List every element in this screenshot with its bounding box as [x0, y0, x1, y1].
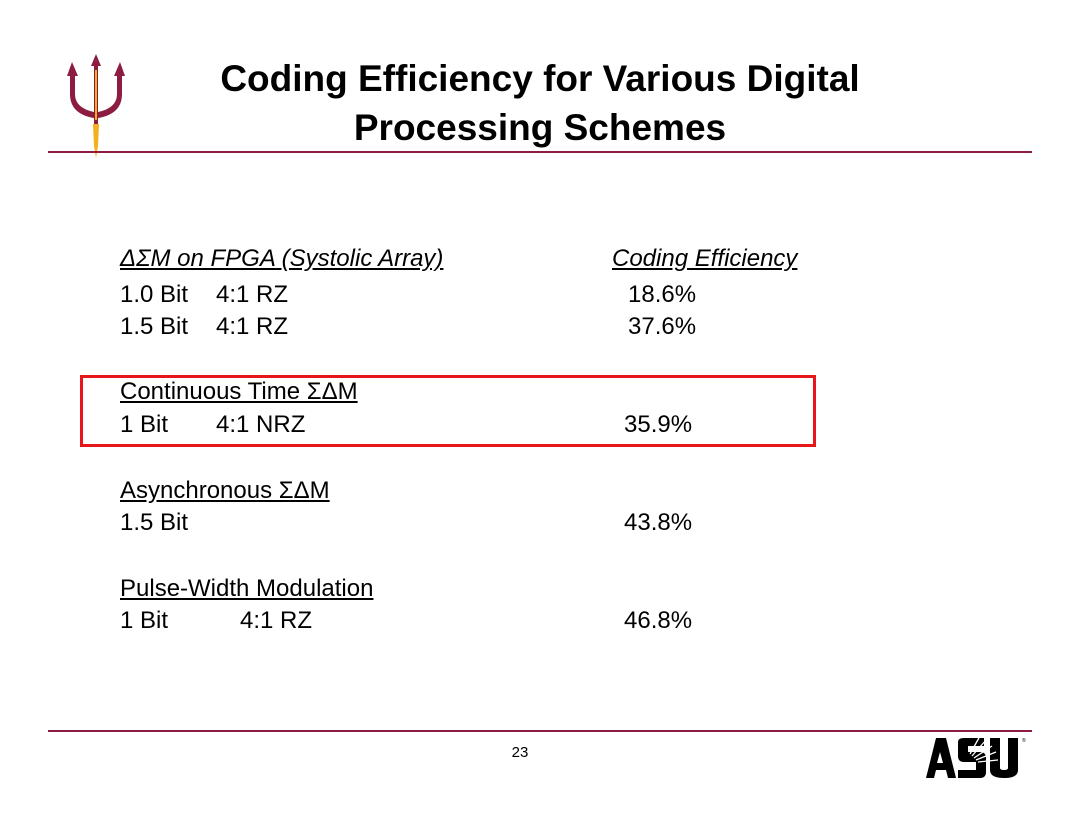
page-title: Coding Efficiency for Various Digital Pr…: [150, 54, 930, 152]
title-line-1: Coding Efficiency for Various Digital: [220, 58, 860, 99]
asu-logo-icon: ®: [926, 735, 1026, 778]
svg-text:®: ®: [1022, 737, 1026, 744]
row-bits: 1 Bit: [120, 411, 169, 438]
pitchfork-icon: [67, 54, 125, 158]
row-ratio: 4:1 RZ: [216, 281, 289, 308]
row-efficiency: 37.6%: [628, 313, 697, 340]
row-bits: 1 Bit: [120, 607, 169, 634]
row-efficiency: 43.8%: [624, 509, 693, 536]
page-number: 23: [511, 744, 529, 761]
header-divider: [48, 151, 1032, 153]
row-efficiency: 35.9%: [624, 411, 693, 438]
section2-heading: Continuous Time ΣΔM: [120, 378, 358, 405]
row-efficiency: 18.6%: [628, 281, 697, 308]
section1-heading: ΔΣM on FPGA (Systolic Array): [120, 245, 444, 272]
section3-heading: Asynchronous ΣΔM: [120, 477, 330, 504]
row-ratio: 4:1 RZ: [240, 607, 313, 634]
section4-heading: Pulse-Width Modulation: [120, 575, 374, 602]
highlight-box: [80, 375, 816, 447]
column-header-efficiency: Coding Efficiency: [612, 245, 798, 272]
row-ratio: 4:1 RZ: [216, 313, 289, 340]
title-line-2: Processing Schemes: [353, 107, 727, 148]
row-bits: 1.5 Bit: [120, 313, 189, 340]
row-ratio: 4:1 NRZ: [216, 411, 306, 438]
footer-divider: [48, 730, 1032, 732]
row-efficiency: 46.8%: [624, 607, 693, 634]
row-bits: 1.5 Bit: [120, 509, 189, 536]
row-bits: 1.0 Bit: [120, 281, 189, 308]
